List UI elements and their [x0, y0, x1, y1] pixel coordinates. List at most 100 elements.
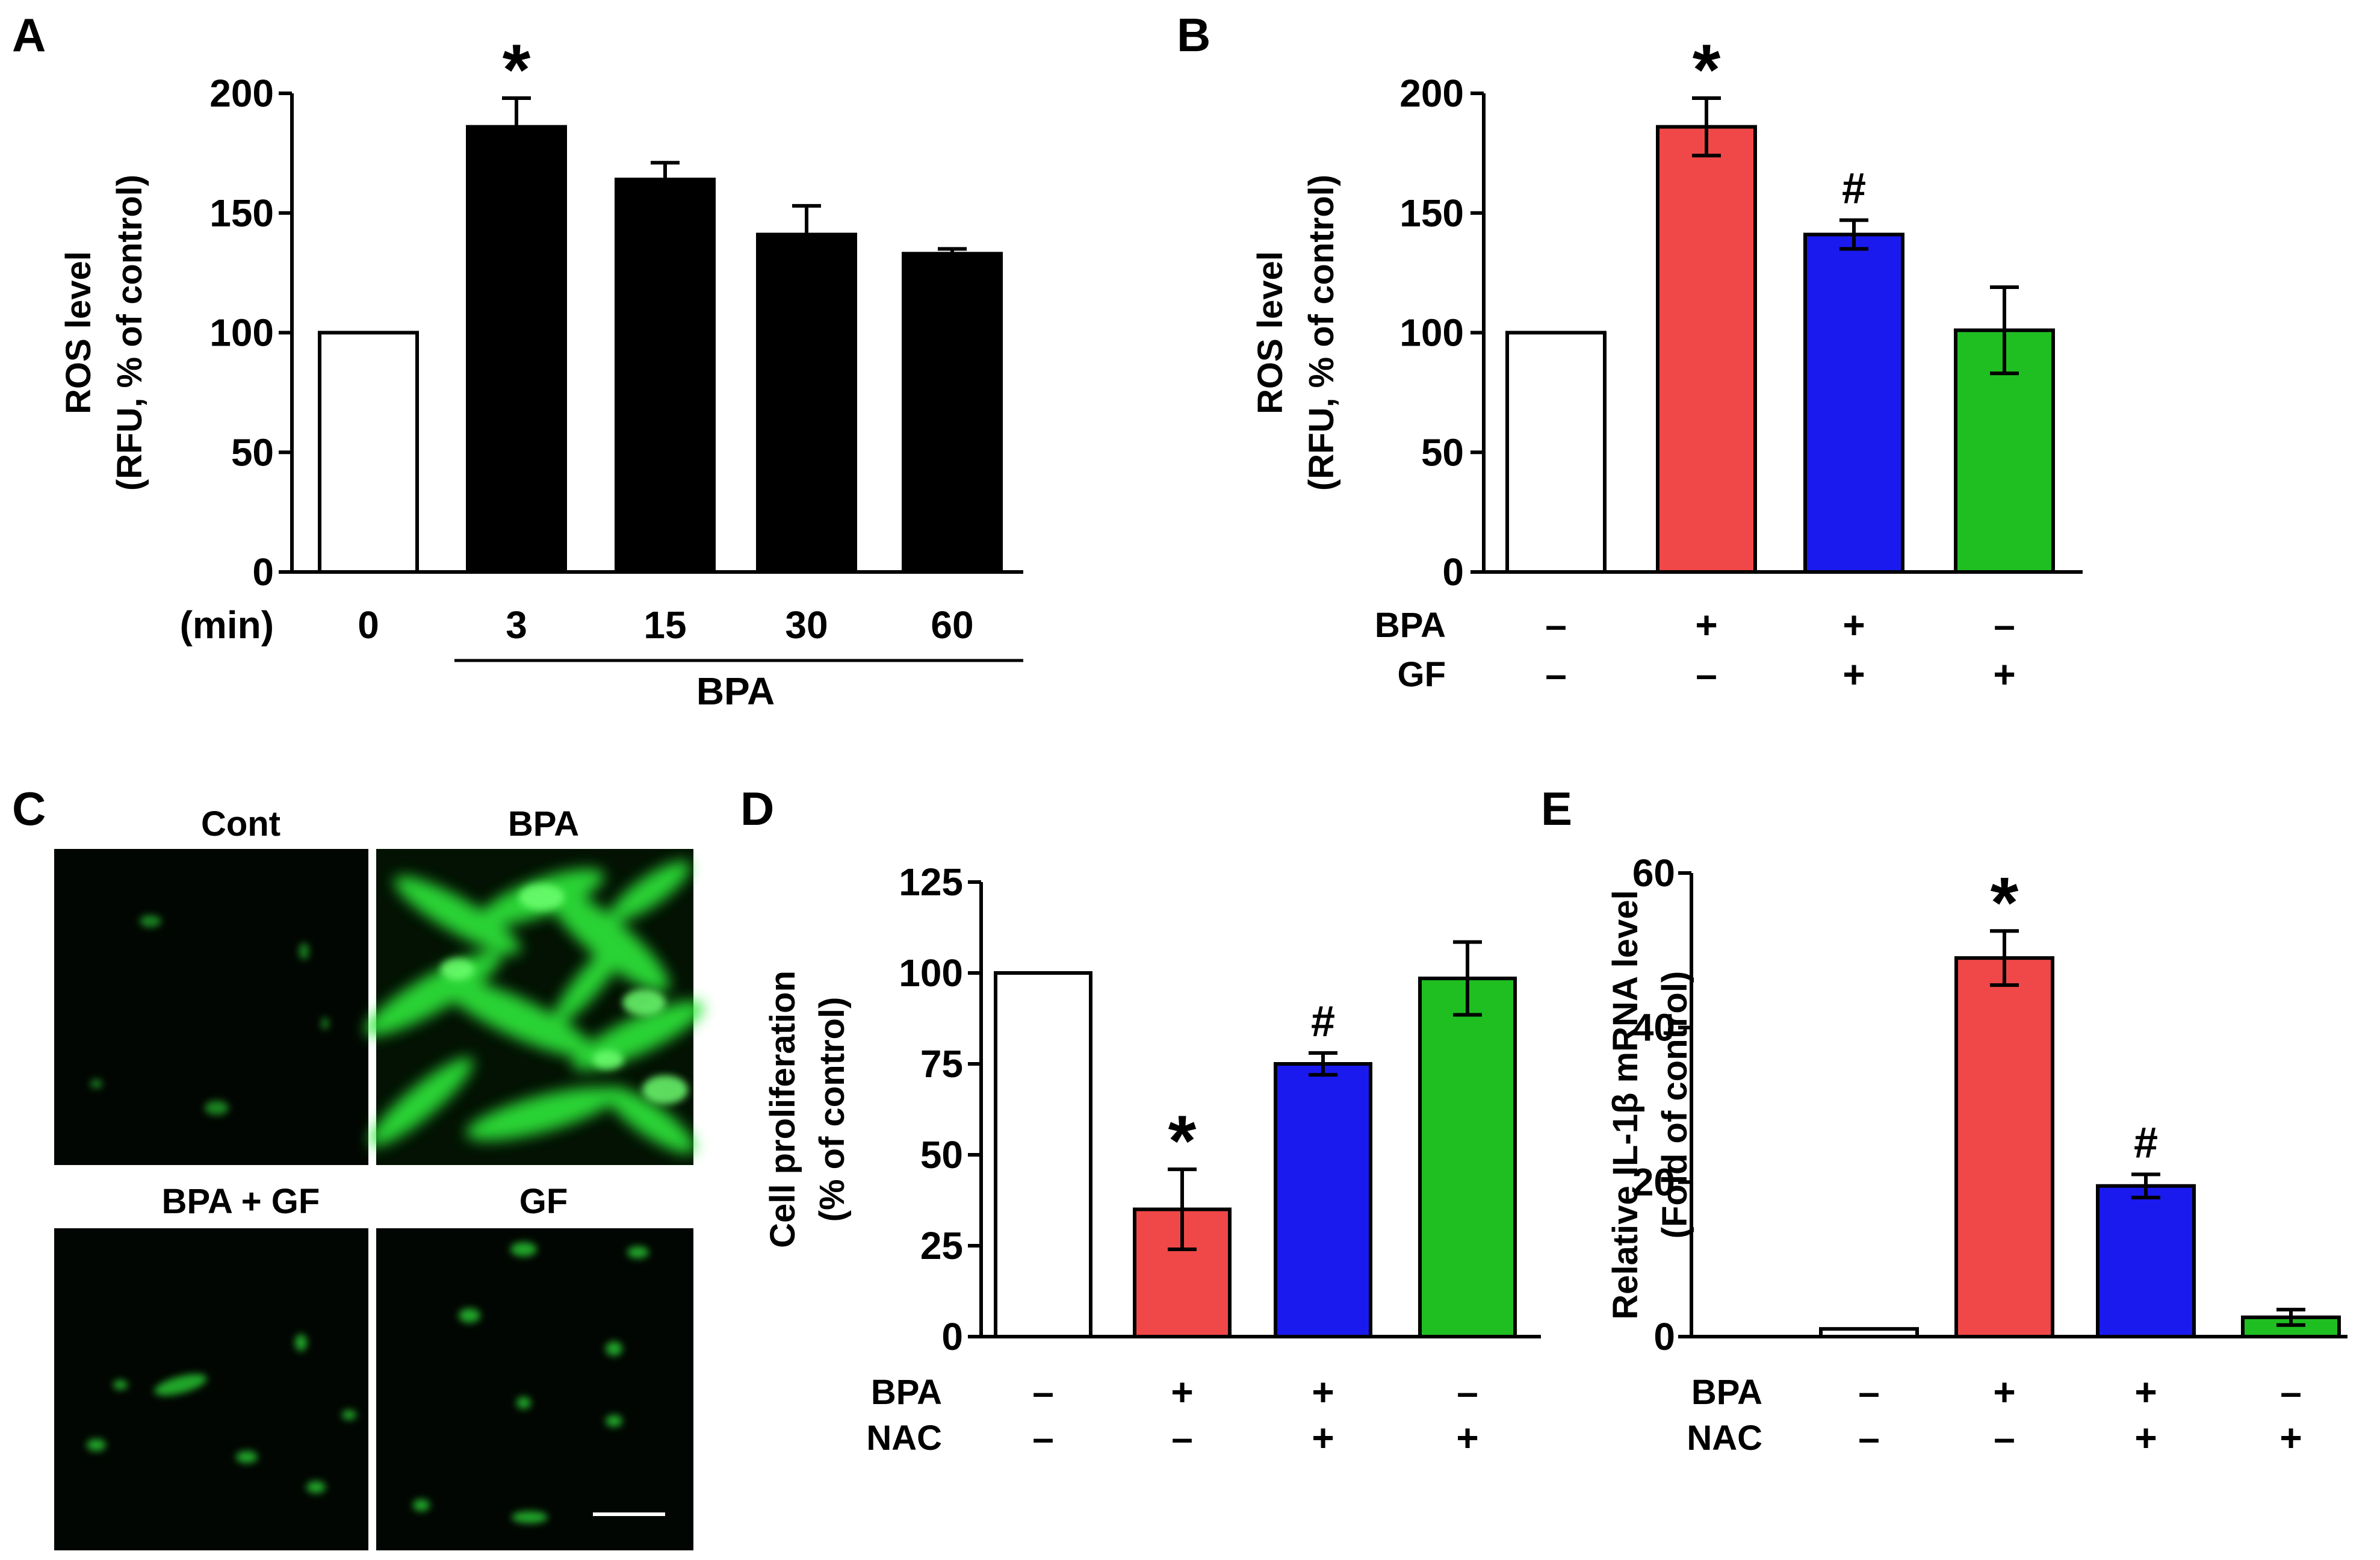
- y-axis-label-line1-e: Relative IL-1β mRNA level: [1606, 890, 1645, 1319]
- bar-e: [2096, 1184, 2196, 1338]
- treatment-sign-e: –: [1994, 1416, 2015, 1459]
- x-tick-label-a: 0: [358, 603, 379, 647]
- bar-d: [1418, 977, 1517, 1339]
- panel-letter-c: C: [12, 782, 46, 835]
- treatment-sign-b: +: [1695, 603, 1717, 647]
- scale-bar: [593, 1512, 665, 1516]
- y-tick-label-e: 20: [1632, 1160, 1675, 1204]
- bar-d: [994, 971, 1092, 1338]
- x-tick-label-a: 3: [506, 603, 527, 647]
- y-tick-label-b: 150: [1399, 191, 1464, 235]
- y-tick-label-d: 50: [920, 1133, 963, 1176]
- micrograph-bpa: [365, 849, 704, 1165]
- x-tick-label-a: 60: [931, 603, 973, 647]
- treatment-sign-d: –: [1457, 1370, 1478, 1414]
- treatment-row-label-e: BPA: [1691, 1373, 1762, 1412]
- panel-d: D 0 25 50 75 100 125 Cell proliferation (% of c…: [740, 782, 1541, 1459]
- y-axis-label-line1-b: ROS level: [1251, 251, 1290, 414]
- y-tick-label-d: 100: [899, 951, 963, 995]
- y-tick-label-e: 40: [1632, 1006, 1675, 1049]
- bar-b: [1656, 125, 1757, 574]
- micrograph-title-gf: GF: [519, 1182, 568, 1221]
- y-tick-label-b: 50: [1421, 430, 1464, 474]
- x-tick-label-a: 30: [785, 603, 828, 647]
- treatment-sign-e: +: [1993, 1370, 2015, 1414]
- significance-star-b: *: [1693, 30, 1721, 110]
- panel-letter-b: B: [1177, 8, 1210, 61]
- treatment-sign-d: +: [1312, 1370, 1334, 1414]
- significance-star-a: *: [503, 30, 531, 110]
- y-tick-label-b: 100: [1399, 311, 1464, 355]
- bar-b: [1803, 232, 1904, 574]
- panel-b: B 0 50 100 150 200 ROS level (RFU, % of contro…: [1177, 8, 2083, 696]
- x-tick-label-a: 15: [643, 603, 686, 647]
- treatment-sign-b: +: [1842, 603, 1865, 647]
- treatment-sign-b: +: [1842, 653, 1865, 696]
- treatment-sign-b: +: [1993, 653, 2015, 696]
- treatment-sign-d: –: [1171, 1416, 1193, 1459]
- y-tick-label-b: 0: [1442, 550, 1464, 594]
- y-tick-label-d: 0: [941, 1315, 963, 1358]
- treatment-sign-d: +: [1171, 1370, 1193, 1414]
- significance-star-d: *: [1168, 1101, 1197, 1181]
- y-axis-label-line2-e: (Fold of control): [1655, 971, 1694, 1239]
- y-tick-label-e: 0: [1653, 1315, 1675, 1358]
- y-tick-label-e: 60: [1632, 851, 1675, 895]
- significance-star-e: *: [1991, 862, 2019, 943]
- treatment-row-label-b: BPA: [1375, 606, 1446, 645]
- y-tick-label-a: 50: [231, 430, 274, 474]
- bar-a: [318, 331, 419, 574]
- micrograph-title-cont: Cont: [201, 804, 280, 844]
- micrograph-title-bpa: BPA: [508, 804, 579, 844]
- treatment-row-label-b: GF: [1397, 655, 1446, 694]
- treatment-sign-e: +: [2134, 1416, 2157, 1459]
- y-axis-label-line2-a: (RFU, % of control): [110, 175, 149, 491]
- micrograph-gf: [376, 1228, 693, 1550]
- y-axis-label-line1-a: ROS level: [59, 251, 98, 414]
- treatment-sign-b: –: [1545, 653, 1567, 696]
- bar-a: [902, 252, 1003, 574]
- panel-letter-e: E: [1541, 782, 1572, 835]
- significance-hash-b: #: [1842, 165, 1866, 213]
- treatment-sign-d: +: [1456, 1416, 1478, 1459]
- panel-c: C Cont BPA BPA + GF GF: [12, 782, 704, 1550]
- y-tick-label-b: 200: [1399, 72, 1464, 115]
- bar-b: [1505, 331, 1607, 574]
- treatment-sign-e: +: [2134, 1370, 2157, 1414]
- treatment-sign-e: –: [2280, 1370, 2302, 1414]
- bar-d: [1274, 1062, 1372, 1338]
- y-tick-label-d: 125: [899, 860, 963, 904]
- treatment-sign-d: –: [1032, 1416, 1054, 1459]
- y-tick-label-d: 25: [920, 1224, 963, 1267]
- micrograph-title-bpa-gf: BPA + GF: [162, 1182, 320, 1221]
- significance-hash-d: #: [1311, 998, 1335, 1046]
- treatment-sign-b: –: [1696, 653, 1717, 696]
- treatment-row-label-e: NAC: [1687, 1419, 1762, 1458]
- panel-letter-a: A: [12, 8, 46, 61]
- treatment-sign-b: –: [1994, 603, 2015, 647]
- treatment-sign-d: –: [1032, 1370, 1054, 1414]
- treatment-sign-d: +: [1312, 1416, 1334, 1459]
- treatment-sign-b: –: [1545, 603, 1567, 647]
- treatment-row-label-d: BPA: [871, 1373, 942, 1412]
- treatment-row-label-d: NAC: [866, 1419, 942, 1458]
- y-tick-label-a: 100: [209, 311, 274, 355]
- group-label-a: BPA: [696, 670, 775, 713]
- treatment-sign-e: –: [1858, 1370, 1880, 1414]
- y-tick-label-d: 75: [920, 1042, 963, 1086]
- micrograph-bpa-gf: [54, 1228, 368, 1550]
- micrograph-cont: [54, 849, 368, 1165]
- bar-e: [1819, 1327, 1919, 1339]
- y-axis-label-line1-d: Cell proliferation: [763, 971, 802, 1248]
- bar-a: [466, 125, 567, 574]
- bar-a: [756, 232, 857, 574]
- bar-e: [1954, 956, 2054, 1338]
- y-tick-label-a: 200: [209, 72, 274, 115]
- y-axis-label-line2-d: (% of control): [813, 997, 852, 1222]
- bar-a: [615, 178, 716, 574]
- treatment-sign-e: +: [2279, 1416, 2302, 1459]
- panel-letter-d: D: [740, 782, 774, 835]
